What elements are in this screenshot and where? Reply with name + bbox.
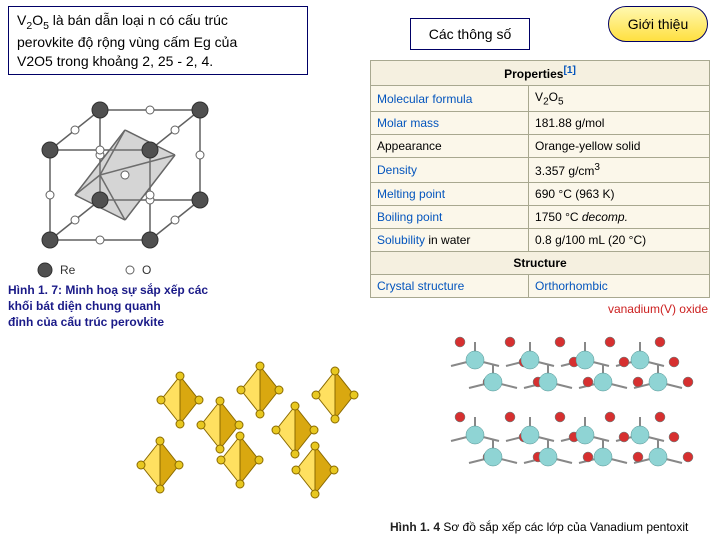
cell-key: Molecular formula — [371, 86, 529, 112]
cell-val: 0.8 g/100 mL (20 °C) — [529, 229, 710, 252]
cell-key: Density — [371, 158, 529, 183]
desc-line2: perovkite độ rộng vùng cấm Eg của — [17, 34, 237, 50]
caption1-line2: khối bát diện chung quanh — [8, 299, 161, 313]
table-row: Melting point690 °C (963 K) — [371, 183, 710, 206]
cell-val: 3.357 g/cm3 — [529, 158, 710, 183]
cell-key: Molar mass — [371, 112, 529, 135]
figure1-caption: Hình 1. 7: Minh hoạ sự sắp xếp các khối … — [8, 282, 268, 331]
caption2-rest: Sơ đồ sắp xếp các lớp của Vanadium pento… — [440, 520, 688, 534]
table-header-structure: Structure — [371, 252, 710, 275]
octahedra-cluster — [110, 340, 400, 530]
intro-button[interactable]: Giới thiệu — [608, 6, 708, 42]
cell-val: Orthorhombic — [535, 279, 608, 293]
caption1-line1: Hình 1. 7: Minh hoạ sự sắp xếp các — [8, 283, 208, 297]
cell-key: Appearance — [371, 135, 529, 158]
cell-key: Solubility in water — [371, 229, 529, 252]
table-row: Density3.357 g/cm3 — [371, 158, 710, 183]
cell-val: V2O5 — [529, 86, 710, 112]
table-row: Molar mass181.88 g/mol — [371, 112, 710, 135]
table-row: AppearanceOrange-yellow solid — [371, 135, 710, 158]
caption2-bold: Hình 1. 4 — [390, 520, 440, 534]
octa-svg — [110, 340, 400, 530]
cell-val: 181.88 g/mol — [529, 112, 710, 135]
vanadium-lattice — [440, 320, 710, 500]
desc-line3: V2O5 trong khoảng 2, 25 - 2, 4. — [17, 53, 213, 69]
cell-val: 690 °C (963 K) — [529, 183, 710, 206]
table-row: Molecular formulaV2O5 — [371, 86, 710, 112]
cell-key: Boiling point — [371, 206, 529, 229]
main-description-box: V2O5 là bán dẫn loại n có cấu trúc perov… — [8, 6, 308, 75]
params-label-text: Các thông số — [429, 26, 512, 42]
caption1-line3: đỉnh của cấu trúc perovkite — [8, 315, 164, 329]
perovskite-cube-diagram: Re O — [20, 90, 240, 310]
lattice-label: vanadium(V) oxide — [608, 302, 708, 316]
legend-re-text: Re — [60, 263, 76, 277]
lattice-svg — [440, 320, 710, 500]
intro-button-label: Giới thiệu — [628, 16, 689, 32]
params-label-box: Các thông số — [410, 18, 530, 50]
table-row: Crystal structure Orthorhombic — [371, 275, 710, 298]
properties-table: Properties[1] Molecular formulaV2O5Molar… — [370, 60, 710, 298]
cell-val: Orange-yellow solid — [529, 135, 710, 158]
table-row: Solubility in water0.8 g/100 mL (20 °C) — [371, 229, 710, 252]
desc-line1: V2O5 là bán dẫn loại n có cấu trúc — [17, 12, 228, 28]
table-row: Boiling point1750 °C decomp. — [371, 206, 710, 229]
cell-key: Crystal structure — [377, 279, 464, 293]
legend-o-text: O — [142, 263, 151, 277]
cube-svg: Re O — [20, 90, 240, 310]
cell-key: Melting point — [371, 183, 529, 206]
table-header-properties: Properties[1] — [371, 61, 710, 86]
figure2-caption: Hình 1. 4 Sơ đồ sắp xếp các lớp của Vana… — [390, 520, 710, 534]
cell-val: 1750 °C decomp. — [529, 206, 710, 229]
